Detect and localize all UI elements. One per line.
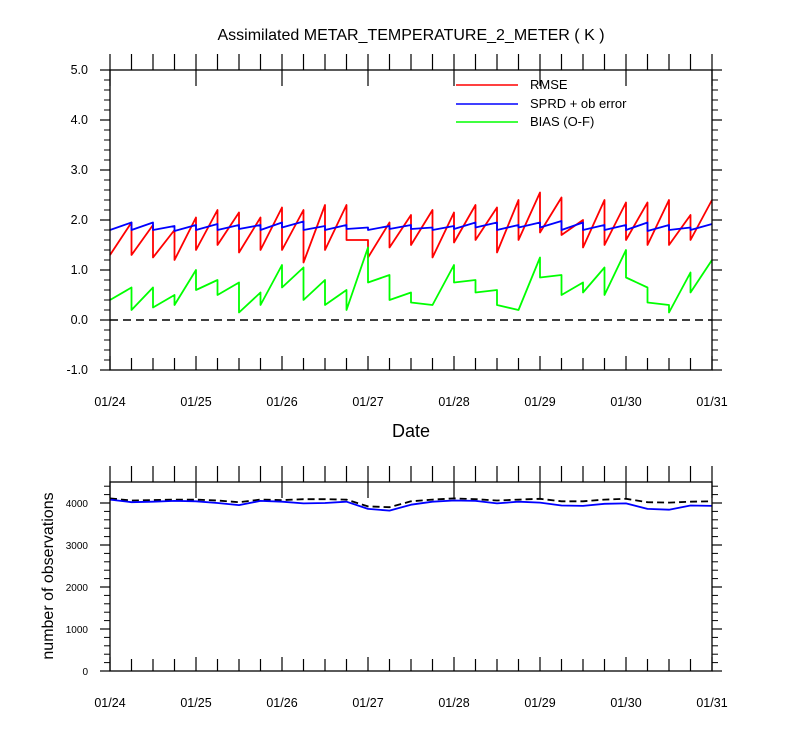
- legend-label-bias: BIAS (O-F): [530, 114, 594, 129]
- top-frame: [109, 69, 713, 371]
- x-tick-label: 01/26: [266, 696, 297, 710]
- bottom-panel: 01/24 01/25 01/26 01/27 01/28 01/29 01/30 01/31…: [40, 466, 728, 710]
- legend: RMSE SPRD + ob error BIAS (O-F): [456, 77, 627, 129]
- y-tick-label: -1.0: [66, 363, 88, 377]
- x-tick-label: 01/24: [94, 696, 125, 710]
- y-tick-label: 2000: [66, 583, 89, 594]
- x-tick-label: 01/27: [352, 696, 383, 710]
- series-line-obs-possible: [109, 497, 713, 509]
- y-tick-label: 0.0: [71, 313, 88, 327]
- x-tick-label: 01/29: [524, 696, 555, 710]
- x-tick-label: 01/27: [352, 395, 383, 409]
- x-tick-label: 01/31: [696, 696, 727, 710]
- top-x-axis-label: Date: [392, 421, 430, 441]
- top-title: Assimilated METAR_TEMPERATURE_2_METER ( …: [217, 27, 604, 44]
- y-tick-label: 4000: [66, 499, 89, 510]
- series-line-obs-used: [109, 498, 713, 512]
- x-tick-label: 01/26: [266, 395, 297, 409]
- x-tick-label: 01/30: [610, 696, 641, 710]
- legend-label-rmse: RMSE: [530, 77, 568, 92]
- series-line-rmse: [109, 191, 713, 264]
- y-tick-label: 4.0: [71, 113, 88, 127]
- top-plot-area: 01/24 01/25 01/26 01/27 01/28 01/29 01/30 01/31…: [66, 54, 728, 409]
- y-tick-label: 3000: [66, 541, 89, 552]
- y-tick-label: 0: [82, 667, 88, 678]
- x-tick-label: 01/24: [94, 395, 125, 409]
- x-tick-label: 01/31: [696, 395, 727, 409]
- bottom-y-axis-label: number of observations: [40, 492, 57, 659]
- y-tick-label: 1000: [66, 625, 89, 636]
- x-tick-label: 01/25: [180, 395, 211, 409]
- top-panel: Assimilated METAR_TEMPERATURE_2_METER ( …: [66, 27, 727, 441]
- legend-label-sprd: SPRD + ob error: [530, 96, 627, 111]
- y-tick-label: 5.0: [71, 63, 88, 77]
- bottom-plot-area: 01/24 01/25 01/26 01/27 01/28 01/29 01/30 01/31…: [66, 466, 728, 710]
- x-tick-label: 01/29: [524, 395, 555, 409]
- bottom-frame: [109, 481, 713, 672]
- y-tick-label: 2.0: [71, 213, 88, 227]
- x-tick-label: 01/30: [610, 395, 641, 409]
- x-tick-label: 01/25: [180, 696, 211, 710]
- y-tick-label: 3.0: [71, 163, 88, 177]
- x-tick-label: 01/28: [438, 395, 469, 409]
- x-tick-label: 01/28: [438, 696, 469, 710]
- y-tick-label: 1.0: [71, 263, 88, 277]
- series-line-sprd-ob-error: [109, 220, 713, 232]
- series-line-bias-o-f: [109, 246, 713, 314]
